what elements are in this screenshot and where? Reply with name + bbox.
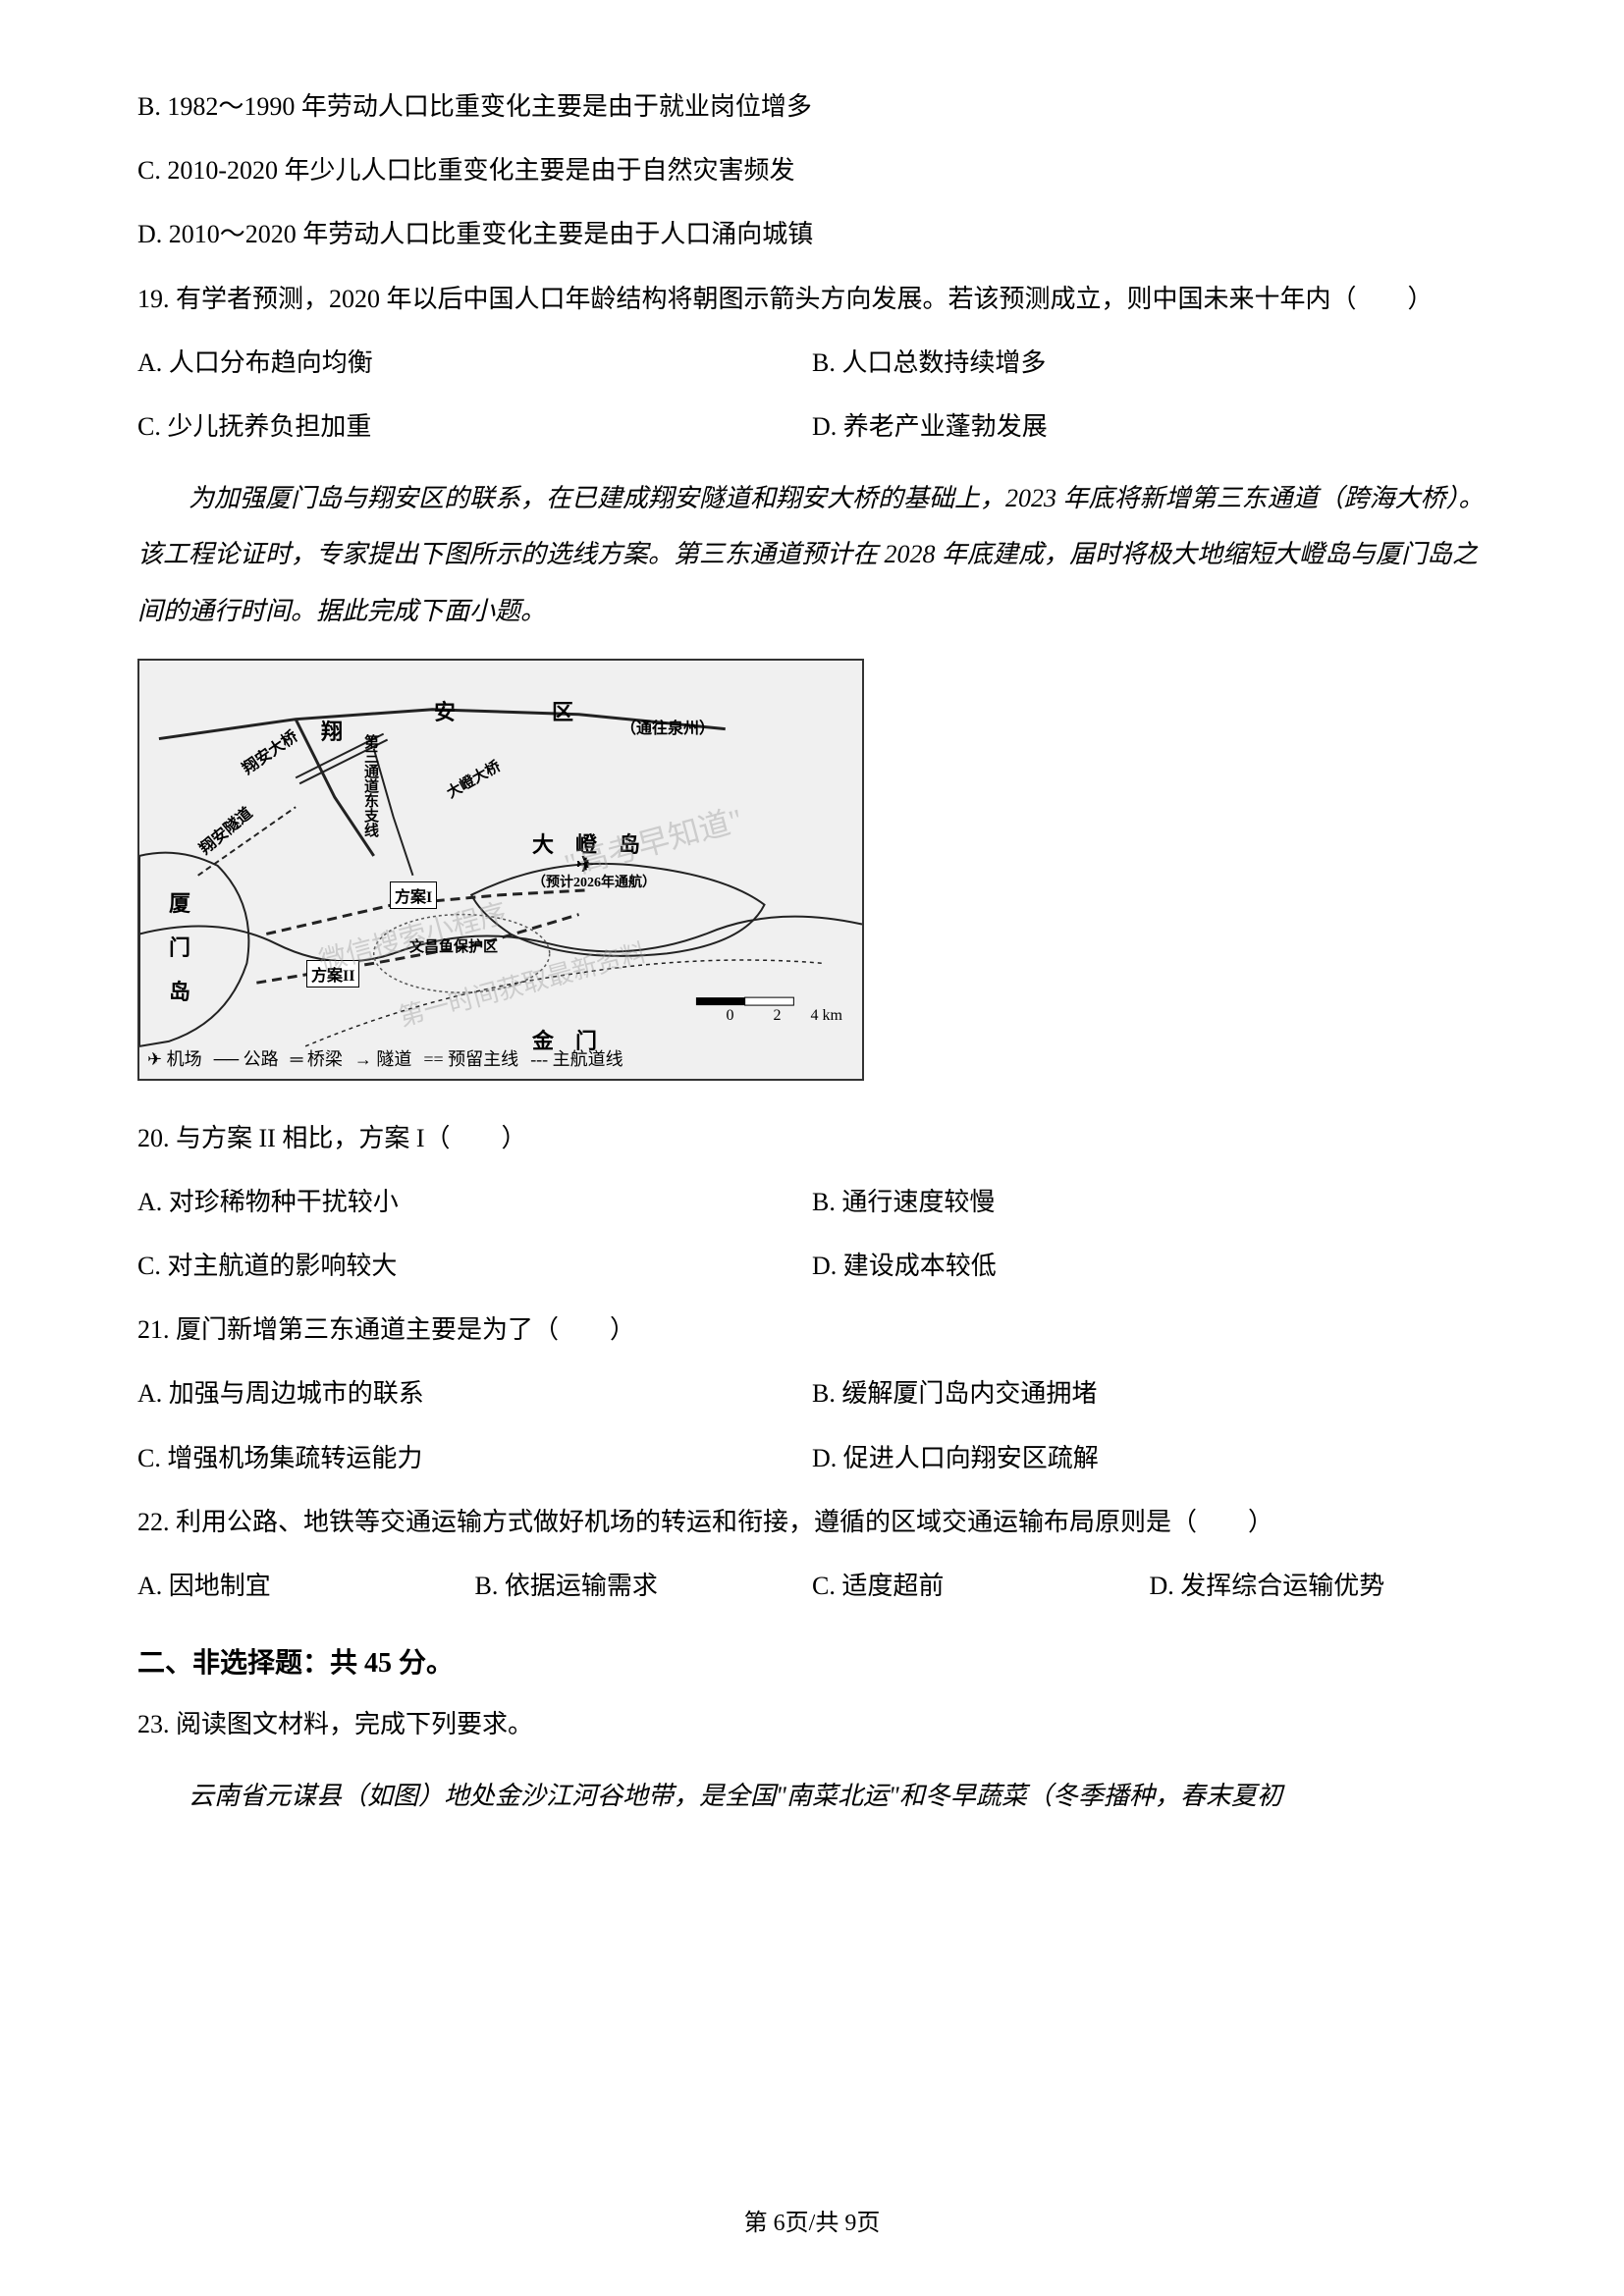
q22-option-d: D. 发挥综合运输优势 <box>1150 1558 1488 1614</box>
q21-option-b: B. 缓解厦门岛内交通拥堵 <box>812 1365 1487 1421</box>
legend-main-channel: --- 主航道线 <box>530 1045 623 1071</box>
passage-2: 为加强厦门岛与翔安区的联系，在已建成翔安隧道和翔安大桥的基础上，2023 年底将… <box>137 470 1487 639</box>
map-label-an: 安 <box>434 695 456 726</box>
prev-option-b: B. 1982～1990 年劳动人口比重变化主要是由于就业岗位增多 <box>137 79 1487 134</box>
map-label-plan2: 方案II <box>306 960 359 988</box>
q20-stem: 20. 与方案 II 相比，方案 I（ ） <box>137 1110 1487 1166</box>
prev-option-c: C. 2010-2020 年少儿人口比重变化主要是由于自然灾害频发 <box>137 142 1487 198</box>
q19-option-b: B. 人口总数持续增多 <box>812 335 1487 391</box>
legend-tunnel: → 隧道 <box>354 1045 412 1071</box>
q22-option-b: B. 依据运输需求 <box>475 1558 813 1614</box>
map-label-airport-note: （预计2026年通航） <box>532 872 656 891</box>
map-legend: ✈ 机场 ── 公路 ═ 桥梁 → 隧道 == 预留主线 --- 主航道线 <box>147 1045 854 1071</box>
page-footer: 第 6页/共 9页 <box>0 2203 1624 2237</box>
q20-option-a: A. 对珍稀物种干扰较小 <box>137 1174 812 1230</box>
q22-option-c: C. 适度超前 <box>812 1558 1150 1614</box>
map-label-quanzhou: （通往泉州） <box>621 715 715 738</box>
q22-options: A. 因地制宜 B. 依据运输需求 C. 适度超前 D. 发挥综合运输优势 <box>137 1558 1487 1614</box>
legend-bridge: ═ 桥梁 <box>291 1045 343 1071</box>
map-label-plan1: 方案I <box>390 881 437 909</box>
map-scale-0: 0 <box>727 1007 734 1024</box>
q20-option-c: C. 对主航道的影响较大 <box>137 1238 812 1294</box>
q19-option-c: C. 少儿抚养负担加重 <box>137 399 812 454</box>
q19-options-row2: C. 少儿抚养负担加重 D. 养老产业蓬勃发展 <box>137 399 1487 454</box>
q20-option-d: D. 建设成本较低 <box>812 1238 1487 1294</box>
q21-options-row2: C. 增强机场集疏转运能力 D. 促进人口向翔安区疏解 <box>137 1430 1487 1486</box>
q22-stem: 22. 利用公路、地铁等交通运输方式做好机场的转运和衔接，遵循的区域交通运输布局… <box>137 1494 1487 1550</box>
q19-options-row1: A. 人口分布趋向均衡 B. 人口总数持续增多 <box>137 335 1487 391</box>
q19-option-d: D. 养老产业蓬勃发展 <box>812 399 1487 454</box>
q22-option-a: A. 因地制宜 <box>137 1558 475 1614</box>
section-2-heading: 二、非选择题：共 45 分。 <box>137 1641 1487 1681</box>
map-label-third: 第三通道东支线 <box>360 734 381 837</box>
q21-options-row1: A. 加强与周边城市的联系 B. 缓解厦门岛内交通拥堵 <box>137 1365 1487 1421</box>
map-scale-4: 4 km <box>811 1007 842 1024</box>
q20-options-row1: A. 对珍稀物种干扰较小 B. 通行速度较慢 <box>137 1174 1487 1230</box>
prev-option-d: D. 2010～2020 年劳动人口比重变化主要是由于人口涌向城镇 <box>137 206 1487 262</box>
map-scale-2: 2 <box>774 1007 782 1024</box>
map-label-qu: 区 <box>552 695 573 726</box>
map-figure: 翔 安 区 （通往泉州） 厦 门 岛 大 嶝 岛 金 门 翔安隧道 翔安大桥 第… <box>137 659 864 1081</box>
map-scale: 0 2 4 km <box>727 1007 842 1025</box>
legend-airport: ✈ 机场 <box>147 1045 202 1071</box>
q19-stem: 19. 有学者预测，2020 年以后中国人口年龄结构将朝图示箭头方向发展。若该预… <box>137 271 1487 327</box>
map-label-xiamen1: 厦 <box>169 886 190 918</box>
q20-option-b: B. 通行速度较慢 <box>812 1174 1487 1230</box>
q23-stem: 23. 阅读图文材料，完成下列要求。 <box>137 1696 1487 1752</box>
map-label-xiang: 翔 <box>321 715 343 746</box>
legend-road: ── 公路 <box>214 1045 279 1071</box>
q21-stem: 21. 厦门新增第三东通道主要是为了（ ） <box>137 1302 1487 1358</box>
map-label-protection: 文昌鱼保护区 <box>409 935 498 956</box>
map-label-xiamen3: 岛 <box>169 975 190 1006</box>
q20-options-row2: C. 对主航道的影响较大 D. 建设成本较低 <box>137 1238 1487 1294</box>
q19-option-a: A. 人口分布趋向均衡 <box>137 335 812 391</box>
q23-passage: 云南省元谋县（如图）地处金沙江河谷地带，是全国"南菜北运"和冬早蔬菜（冬季播种，… <box>137 1768 1487 1824</box>
q21-option-c: C. 增强机场集疏转运能力 <box>137 1430 812 1486</box>
q21-option-a: A. 加强与周边城市的联系 <box>137 1365 812 1421</box>
legend-reserved: == 预留主线 <box>423 1045 518 1071</box>
map-label-xiamen2: 门 <box>169 931 190 962</box>
q21-option-d: D. 促进人口向翔安区疏解 <box>812 1430 1487 1486</box>
